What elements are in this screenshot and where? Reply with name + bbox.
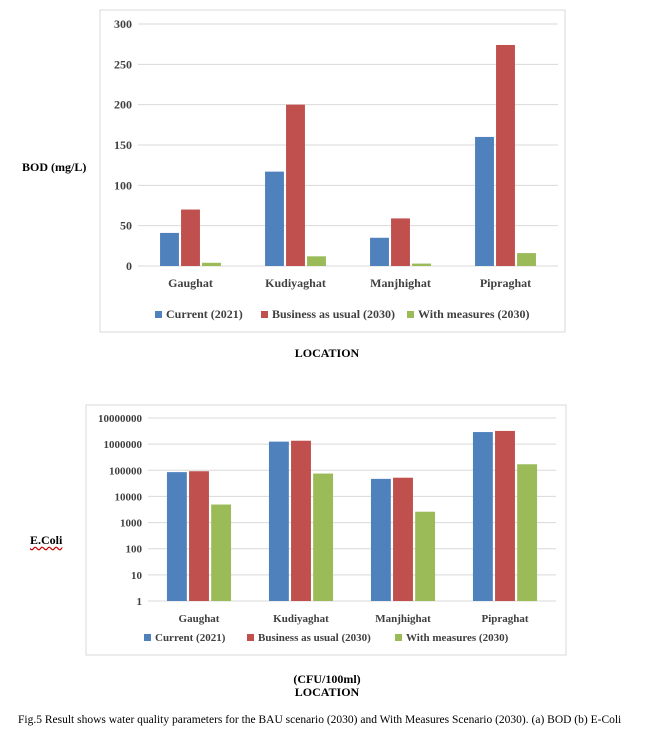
ecoli-y-tick-label: 10000000 — [98, 413, 143, 425]
ecoli-bar — [211, 504, 232, 601]
bod-bar — [370, 237, 389, 266]
ecoli-bar — [495, 430, 515, 601]
ecoli-bar — [415, 511, 436, 601]
ecoli-legend-label: With measures (2030) — [406, 632, 509, 644]
bod-bar — [265, 171, 284, 266]
bod-y-axis-label: BOD (mg/L) — [22, 160, 87, 174]
bod-category-label: Manjhighat — [370, 276, 431, 290]
bod-bar — [391, 218, 410, 266]
bod-x-axis-label: LOCATION — [294, 346, 360, 360]
ecoli-category-label: Kudiyaghat — [273, 613, 329, 625]
bod-category-label: Pipraghat — [480, 276, 531, 290]
ecoli-unit-label: (CFU/100ml) — [293, 672, 361, 686]
bod-chart: 0 50 100 150 200 250 300 Gaughat Kudiyaghat Manjh… — [99, 9, 566, 333]
ecoli-bar — [393, 477, 413, 601]
ecoli-legend-swatch — [144, 634, 151, 641]
ecoli-bar — [517, 464, 538, 601]
ecoli-chart: 1 10 100 1000 10000 100000 1000000 10000000 Gaug… — [85, 404, 567, 656]
ecoli-y-axis-label: E.Coli — [30, 533, 63, 547]
bod-bar — [286, 104, 305, 267]
ecoli-legend-swatch — [395, 634, 402, 641]
ecoli-y-tick-label: 1 — [137, 596, 143, 608]
bod-legend-swatch — [407, 311, 414, 318]
bod-y-tick-label: 0 — [126, 259, 132, 273]
ecoli-y-tick-label: 10 — [131, 570, 143, 582]
bod-bar — [160, 232, 179, 266]
ecoli-y-tick-label: 100 — [126, 544, 143, 556]
bod-y-tick-label: 150 — [114, 138, 132, 152]
ecoli-y-tick-label: 1000000 — [104, 439, 143, 451]
ecoli-y-tick-label: 100000 — [109, 465, 143, 477]
bod-bar — [475, 136, 494, 266]
bod-category-label: Kudiyaghat — [265, 276, 326, 290]
bod-bar — [412, 263, 431, 266]
ecoli-legend-label: Business as usual (2030) — [258, 632, 371, 644]
bod-y-tick-label: 200 — [114, 98, 132, 112]
ecoli-bar — [166, 472, 187, 601]
ecoli-bar — [189, 471, 209, 601]
ecoli-legend-swatch — [247, 634, 254, 641]
bod-category-label: Gaughat — [168, 276, 213, 290]
bod-y-tick-label: 50 — [120, 219, 132, 233]
bod-bar — [496, 44, 515, 267]
bod-bar — [202, 262, 221, 266]
ecoli-category-label: Pipraghat — [481, 613, 528, 625]
ecoli-x-axis-label: LOCATION — [294, 685, 360, 699]
bod-bar — [181, 209, 200, 266]
ecoli-category-label: Manjhighat — [375, 613, 431, 625]
ecoli-legend-label: Current (2021) — [155, 632, 226, 644]
ecoli-bar — [472, 432, 493, 601]
ecoli-y-tick-label: 1000 — [120, 518, 143, 530]
bod-y-tick-label: 250 — [114, 57, 132, 71]
bod-y-tick-label: 100 — [114, 178, 132, 192]
bod-legend-label: Current (2021) — [166, 307, 243, 321]
ecoli-category-label: Gaughat — [179, 613, 220, 625]
figure-caption: Fig.5 Result shows water quality paramet… — [18, 714, 622, 726]
ecoli-bar — [313, 473, 334, 601]
bod-legend-label: With measures (2030) — [418, 307, 530, 321]
ecoli-bar — [291, 440, 311, 601]
bod-y-tick-label: 300 — [114, 17, 132, 31]
ecoli-bar — [370, 478, 391, 601]
bod-legend-label: Business as usual (2030) — [272, 307, 395, 321]
ecoli-y-tick-label: 10000 — [115, 491, 143, 503]
ecoli-bar — [268, 441, 289, 601]
bod-legend-swatch — [155, 311, 162, 318]
bod-bar — [517, 253, 536, 266]
bod-legend-swatch — [261, 311, 268, 318]
bod-bar — [307, 256, 326, 266]
